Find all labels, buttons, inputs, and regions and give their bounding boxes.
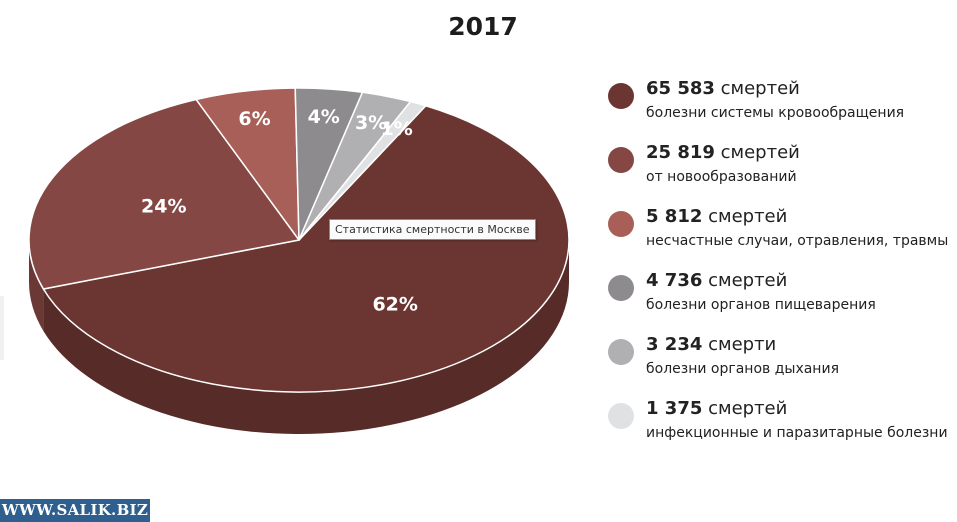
legend-count: 25 819 смертей bbox=[646, 142, 800, 163]
pie-slice-1pct bbox=[298, 100, 427, 241]
legend-item: 1 375 смертей инфекционные и паразитарные… bbox=[608, 398, 953, 446]
slice-label-6pct: 6% bbox=[238, 108, 270, 130]
pie-slice-62pct bbox=[42, 105, 570, 393]
legend-count-value: 3 234 bbox=[646, 334, 703, 355]
legend-description: болезни системы кровообращения bbox=[646, 105, 905, 121]
legend-count-unit: смертей bbox=[702, 270, 788, 291]
legend-swatch bbox=[608, 211, 634, 237]
legend-count-value: 4 736 bbox=[646, 270, 703, 291]
legend-swatch bbox=[608, 147, 634, 173]
legend-description: от новообразований bbox=[646, 169, 797, 185]
slice-label-3pct: 3% bbox=[355, 112, 387, 134]
legend-count-unit: смерти bbox=[702, 334, 777, 355]
legend-swatch bbox=[608, 83, 634, 109]
legend-item: 5 812 смертей несчастные случаи, отравлен… bbox=[608, 206, 953, 254]
legend-count-value: 1 375 bbox=[646, 398, 703, 419]
chart-title: 2017 bbox=[448, 12, 518, 41]
legend-count-value: 25 819 bbox=[646, 142, 715, 163]
legend-item: 65 583 смертей болезни системы кровообращ… bbox=[608, 78, 953, 126]
chart-tooltip: Статистика смертности в Москве bbox=[329, 219, 536, 240]
legend-count-unit: смертей bbox=[714, 142, 800, 163]
legend-swatch bbox=[608, 275, 634, 301]
legend-count-unit: смертей bbox=[702, 206, 788, 227]
legend-item: 25 819 смертей от новообразований bbox=[608, 142, 953, 190]
slice-label-62pct: 62% bbox=[372, 294, 417, 316]
legend-count-value: 5 812 bbox=[646, 206, 703, 227]
watermark: WWW.SALIK.BIZ bbox=[0, 499, 150, 522]
pie-side-62pct bbox=[43, 240, 569, 434]
legend-item: 3 234 смерти болезни органов дыхания bbox=[608, 334, 953, 382]
legend-count: 3 234 смерти bbox=[646, 334, 776, 355]
legend-description: инфекционные и паразитарные болезни bbox=[646, 425, 948, 441]
legend-swatch bbox=[608, 403, 634, 429]
legend-description: несчастные случаи, отравления, травмы bbox=[646, 233, 949, 249]
slice-label-4pct: 4% bbox=[308, 106, 340, 128]
legend-swatch bbox=[608, 339, 634, 365]
legend-count: 4 736 смертей bbox=[646, 270, 787, 291]
legend-count-unit: смертей bbox=[714, 78, 800, 99]
slice-label-1pct: 1% bbox=[381, 118, 413, 140]
slice-label-24pct: 24% bbox=[141, 196, 186, 218]
pie-slice-24pct bbox=[28, 98, 300, 290]
legend-count-unit: смертей bbox=[702, 398, 788, 419]
pie-side-24pct bbox=[29, 240, 44, 331]
legend-item: 4 736 смертей болезни органов пищеварения bbox=[608, 270, 953, 318]
legend-count: 5 812 смертей bbox=[646, 206, 787, 227]
pie-chart: 62% 24% 6% 4% 3%1% bbox=[28, 87, 570, 434]
legend-description: болезни органов дыхания bbox=[646, 361, 839, 377]
legend-count: 65 583 смертей bbox=[646, 78, 800, 99]
page-edge-fragment bbox=[0, 296, 4, 360]
legend-description: болезни органов пищеварения bbox=[646, 297, 876, 313]
legend-count: 1 375 смертей bbox=[646, 398, 787, 419]
legend-count-value: 65 583 bbox=[646, 78, 715, 99]
